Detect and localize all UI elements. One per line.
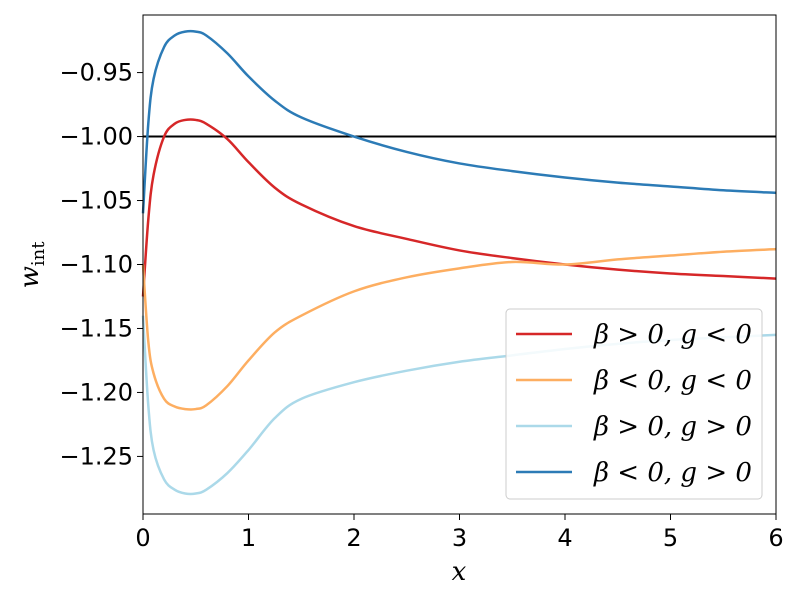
- legend-label: β < 0, g > 0: [593, 458, 752, 488]
- x-tick-label: 0: [135, 524, 150, 552]
- legend-box: [505, 308, 763, 500]
- legend: β > 0, g < 0 β < 0, g < 0 β > 0, g > 0 β < …: [505, 308, 763, 500]
- y-tick-label: −1.20: [59, 378, 133, 406]
- y-tick-label: −1.10: [59, 251, 133, 279]
- x-tick-label: 2: [346, 524, 361, 552]
- y-axis-label: wint: [15, 241, 49, 289]
- x-tick-label: 4: [557, 524, 572, 552]
- legend-label: β > 0, g > 0: [593, 412, 752, 442]
- y-tick-label: −1.15: [59, 314, 133, 342]
- x-tick-label: 3: [452, 524, 467, 552]
- legend-label: β > 0, g < 0: [593, 320, 752, 350]
- x-axis-ticks: 0 1 2 3 4 5 6: [135, 514, 784, 552]
- y-axis-ticks: −0.95 −1.00 −1.05 −1.10 −1.15 −1.20 −1.25: [59, 59, 143, 470]
- x-axis-label: x: [452, 557, 467, 587]
- y-tick-label: −0.95: [59, 59, 133, 87]
- x-tick-label: 6: [768, 524, 783, 552]
- y-axis-label-main: w: [15, 266, 45, 288]
- y-tick-label: −1.00: [59, 123, 133, 151]
- x-tick-label: 1: [241, 524, 256, 552]
- y-tick-label: −1.25: [59, 442, 133, 470]
- series-line-4: [141, 29, 777, 214]
- y-tick-label: −1.05: [59, 187, 133, 215]
- legend-label: β < 0, g < 0: [593, 366, 752, 396]
- series-layer: [141, 29, 777, 496]
- series-line-2: [141, 247, 777, 411]
- y-axis-label-subscript: int: [28, 241, 49, 266]
- legend-items: β > 0, g < 0 β < 0, g < 0 β > 0, g > 0 β < …: [516, 320, 752, 488]
- series-line-1: [141, 118, 777, 297]
- x-tick-label: 5: [663, 524, 678, 552]
